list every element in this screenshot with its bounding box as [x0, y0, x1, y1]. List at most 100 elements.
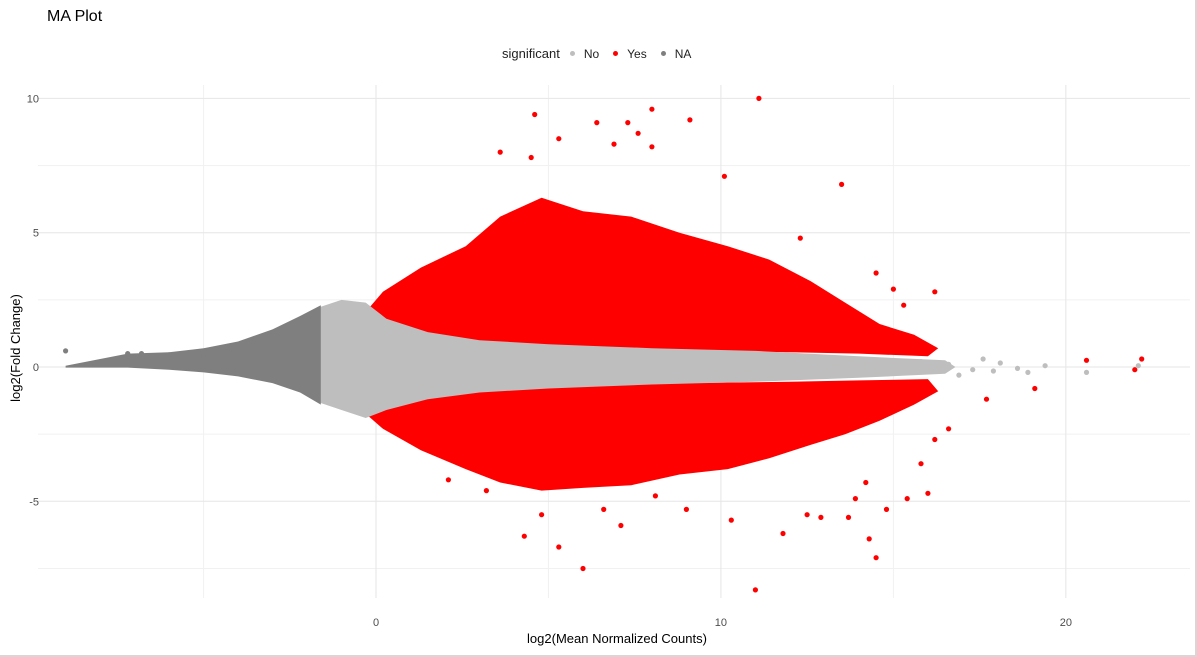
point-yes — [652, 493, 659, 499]
point-yes — [752, 587, 759, 593]
point-yes — [925, 490, 931, 496]
point-yes — [683, 506, 690, 512]
point-yes — [532, 111, 538, 118]
point-yes — [1132, 367, 1138, 373]
na-cloud — [65, 305, 321, 405]
point-no — [1135, 363, 1141, 369]
point-yes — [601, 506, 607, 512]
point-yes — [649, 144, 655, 150]
point-yes — [804, 512, 810, 518]
point-yes — [497, 149, 503, 155]
point-yes — [635, 130, 641, 136]
point-na — [125, 351, 131, 357]
point-yes — [932, 436, 938, 443]
data-points — [63, 95, 1145, 593]
not-significant-cloud — [317, 299, 956, 418]
point-yes — [687, 117, 693, 123]
point-no — [887, 361, 893, 367]
point-na — [138, 351, 145, 357]
point-no — [980, 356, 986, 362]
legend-item-yes: Yes — [613, 47, 647, 61]
point-yes — [932, 289, 938, 295]
point-yes — [594, 120, 600, 126]
point-no — [946, 361, 952, 367]
point-yes — [756, 95, 762, 101]
point-yes — [1083, 357, 1090, 363]
legend-dot-icon — [613, 51, 619, 56]
point-yes — [625, 120, 631, 126]
legend: significant No Yes NA — [0, 46, 1197, 64]
legend-title: significant — [502, 46, 560, 61]
point-yes — [866, 536, 872, 542]
point-no — [990, 368, 997, 374]
point-yes — [1139, 356, 1145, 362]
point-yes — [721, 173, 728, 179]
point-na — [63, 348, 69, 354]
point-yes — [539, 512, 545, 518]
point-yes — [818, 514, 824, 521]
legend-label: No — [583, 46, 600, 61]
point-no — [956, 372, 962, 378]
point-yes — [445, 477, 451, 483]
point-clouds — [65, 197, 956, 491]
point-yes — [873, 270, 879, 276]
point-no — [932, 365, 938, 371]
point-no — [1083, 369, 1090, 375]
point-no — [873, 365, 879, 371]
point-yes — [904, 496, 910, 502]
point-yes — [863, 479, 869, 486]
point-yes — [780, 530, 786, 537]
upper-significant-cloud — [355, 197, 939, 357]
lower-significant-cloud — [355, 379, 939, 491]
point-yes — [556, 544, 562, 550]
legend-item-no: No — [569, 46, 600, 61]
y-tick-label: 10 — [27, 93, 39, 105]
point-yes — [845, 514, 852, 521]
point-yes — [483, 488, 489, 494]
point-no — [918, 359, 924, 365]
point-yes — [521, 533, 527, 539]
point-yes — [556, 136, 562, 142]
legend-dot-icon — [569, 51, 575, 56]
y-tick-label: 5 — [33, 228, 39, 240]
point-na — [201, 353, 207, 359]
point-na — [166, 352, 172, 358]
point-yes — [611, 141, 617, 147]
point-no — [970, 367, 976, 373]
point-yes — [883, 506, 890, 512]
point-yes — [983, 396, 990, 402]
x-tick-label: 10 — [715, 617, 727, 629]
point-yes — [728, 517, 734, 523]
point-yes — [918, 461, 924, 467]
x-axis-label: log2(Mean Normalized Counts) — [527, 631, 707, 646]
point-yes — [528, 154, 534, 161]
x-tick-label: 0 — [373, 617, 379, 629]
y-tick-label: 0 — [33, 362, 39, 374]
y-axis-label: log2(Fold Change) — [8, 294, 23, 402]
point-no — [901, 367, 907, 373]
x-tick-label: 20 — [1060, 617, 1072, 629]
point-yes — [901, 302, 907, 308]
point-no — [997, 360, 1003, 366]
point-yes — [649, 106, 655, 112]
point-yes — [797, 235, 803, 241]
point-yes — [618, 522, 624, 529]
legend-label: NA — [674, 46, 692, 61]
legend-dot-icon — [660, 51, 666, 56]
point-no — [1014, 365, 1021, 371]
point-no — [1025, 369, 1031, 375]
chart-title: MA Plot — [47, 8, 103, 25]
point-no — [1042, 363, 1048, 369]
point-yes — [890, 286, 897, 292]
point-yes — [873, 555, 879, 561]
y-tick-label: -5 — [29, 496, 39, 508]
point-yes — [580, 565, 586, 572]
point-yes — [946, 426, 952, 432]
legend-item-na: NA — [660, 46, 692, 61]
tick-labels: 0 10 20 -5 0 5 10 — [27, 93, 1072, 629]
point-yes — [852, 496, 859, 502]
point-yes — [839, 181, 845, 187]
legend-label: Yes — [627, 46, 647, 61]
point-yes — [1032, 385, 1038, 392]
